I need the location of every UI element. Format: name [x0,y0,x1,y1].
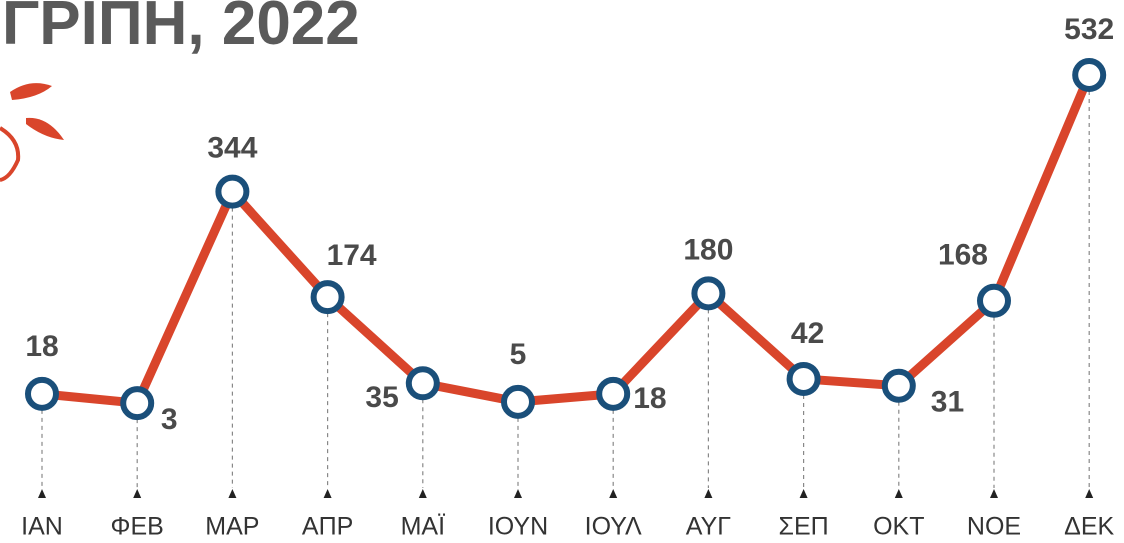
x-tick-label: ΙΟΥΝ [488,513,548,541]
tick-arrow [133,489,141,498]
data-point [885,372,913,400]
data-label: 3 [161,403,178,436]
tick-arrow [228,489,236,498]
data-label: 31 [931,386,964,419]
tick-arrow [704,489,712,498]
data-label: 168 [938,239,988,272]
data-label: 174 [327,239,377,272]
data-point [1075,61,1103,89]
data-point [980,287,1008,315]
data-label: 344 [207,132,257,165]
data-point [28,380,56,408]
x-tick-label: ΔΕΚ [1064,513,1114,541]
data-point [599,380,627,408]
data-point [504,388,532,416]
x-tick-label: ΑΥΓ [686,513,731,541]
data-point [694,279,722,307]
data-label: 5 [510,338,527,371]
tick-arrow [609,489,617,498]
data-point [123,389,151,417]
tick-arrow [895,489,903,498]
x-tick-label: ΣΕΠ [779,513,829,541]
tick-arrow [38,489,46,498]
x-tick-label: ΝΟΕ [967,513,1021,541]
chart-title: ΓΡΙΠΗ, 2022 [2,0,360,58]
x-tick-label: ΙΑΝ [21,513,63,541]
data-point [790,365,818,393]
tick-arrow [1085,489,1093,498]
data-label: 532 [1064,13,1114,46]
data-point [218,178,246,206]
data-label: 18 [25,330,58,363]
tick-arrow [419,489,427,498]
data-line [42,75,1089,403]
data-point [409,369,437,397]
tick-arrow [324,489,332,498]
data-label: 180 [683,233,733,266]
decoration [0,83,64,180]
data-label: 42 [791,317,824,350]
chart: ΓΡΙΠΗ, 2022 ΙΑΝ ΦΕΒ ΜΑΡ ΑΠΡ ΜΑΪ ΙΟΥΝ ΙΟΥΛ ΑΥΓ ΣΕ… [0,0,1124,543]
x-tick-label: ΦΕΒ [111,513,164,541]
x-tick-label: ΟΚΤ [873,513,924,541]
tick-arrow [990,489,998,498]
x-tick-label: ΜΑΡ [205,513,259,541]
x-tick-label: ΙΟΥΛ [585,513,642,541]
data-label: 35 [365,381,398,414]
x-tick-label: ΜΑΪ [401,513,446,541]
tick-arrow [800,489,808,498]
x-tick-label: ΑΠΡ [302,513,353,541]
data-point [314,283,342,311]
tick-arrow [514,489,522,498]
data-label: 18 [633,382,666,415]
